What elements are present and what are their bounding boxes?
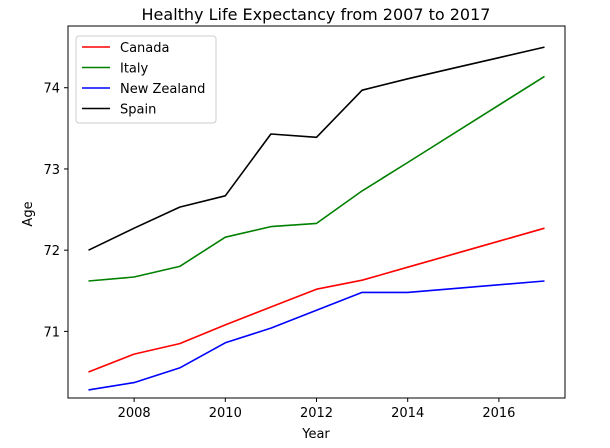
series-line-new-zealand [88, 280, 545, 391]
x-axis-label: Year [301, 427, 330, 442]
x-axis: 2008 2010 2012 2014 2016 [118, 398, 515, 421]
series-lines [88, 46, 545, 391]
series-line-italy [88, 75, 545, 282]
x-tick-label: 2010 [209, 406, 242, 421]
legend-label-canada: Canada [120, 41, 169, 56]
y-tick-label: 73 [43, 163, 60, 178]
series-line-spain [88, 46, 545, 251]
x-tick-label: 2012 [300, 406, 333, 421]
legend-box [75, 35, 217, 124]
legend-label-spain: Spain [120, 103, 156, 118]
chart-title: Healthy Life Expectancy from 2007 to 201… [142, 5, 491, 24]
y-tick-label: 72 [43, 244, 60, 259]
x-tick-label: 2008 [118, 406, 151, 421]
x-tick-label: 2016 [482, 406, 515, 421]
legend: Canada Italy New Zealand Spain [75, 35, 217, 124]
y-tick-label: 74 [43, 82, 60, 97]
y-axis-label: Age [21, 201, 36, 226]
legend-label-new-zealand: New Zealand [120, 82, 205, 97]
y-axis: 71 72 73 74 [43, 82, 68, 340]
legend-label-italy: Italy [120, 62, 149, 77]
series-line-canada [88, 227, 545, 373]
y-tick-label: 71 [43, 325, 60, 340]
x-tick-label: 2014 [391, 406, 424, 421]
